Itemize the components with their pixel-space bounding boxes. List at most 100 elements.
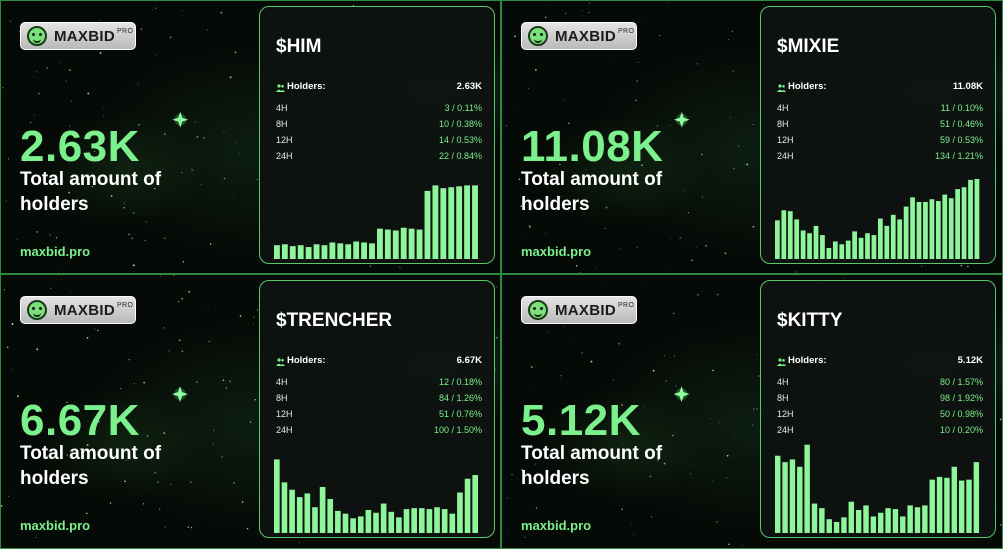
star <box>618 342 620 345</box>
star <box>36 231 38 233</box>
star <box>190 481 192 483</box>
users-icon <box>777 84 786 92</box>
star <box>138 123 140 126</box>
site-link[interactable]: maxbid.pro <box>521 244 592 259</box>
holders-bar <box>472 185 478 259</box>
interval-value: 51 / 0.76% <box>438 409 482 419</box>
star <box>568 122 570 124</box>
holders-bar <box>457 492 463 533</box>
star <box>716 521 718 523</box>
star <box>109 502 112 504</box>
token-ticker: $TRENCHER <box>276 310 393 331</box>
total-holders-value: 6.67K <box>20 396 140 445</box>
star <box>19 31 21 33</box>
star <box>524 536 526 538</box>
star <box>546 4 547 6</box>
interval-value: 11 / 0.10% <box>940 103 983 113</box>
star <box>155 55 157 57</box>
star <box>35 536 37 538</box>
star <box>103 108 105 109</box>
holders-bar <box>787 211 793 259</box>
star <box>239 315 242 317</box>
holders-bar <box>966 479 972 533</box>
star <box>716 293 719 296</box>
interval-value: 80 / 1.57% <box>939 377 983 387</box>
star <box>535 507 538 509</box>
interval-label: 4H <box>276 377 288 387</box>
star <box>559 163 561 166</box>
star <box>695 247 697 249</box>
star <box>999 418 1002 421</box>
holders-value: 5.12K <box>957 355 983 366</box>
star <box>697 294 699 296</box>
interval-row: 8H 84 / 1.26% <box>276 393 482 409</box>
star <box>657 458 659 461</box>
star <box>60 269 62 270</box>
star <box>213 429 215 432</box>
star <box>728 543 730 546</box>
holders-bar-chart <box>274 459 479 533</box>
star <box>157 481 159 483</box>
star <box>207 308 209 310</box>
star <box>522 235 524 237</box>
star <box>621 508 623 511</box>
holders-bar <box>855 510 862 533</box>
interval-label: 8H <box>276 393 288 403</box>
star <box>553 430 555 432</box>
star <box>572 338 574 340</box>
interval-row: 4H 12 / 0.18% <box>276 377 482 393</box>
star <box>560 374 562 377</box>
interval-label: 12H <box>276 135 293 145</box>
holders-bar <box>329 242 336 259</box>
star <box>996 173 997 175</box>
holders-bar <box>800 230 806 259</box>
site-link[interactable]: maxbid.pro <box>20 518 91 533</box>
star <box>257 297 259 298</box>
star <box>496 286 497 288</box>
star <box>188 290 191 293</box>
token-ticker: $HIM <box>276 36 322 57</box>
star <box>229 380 231 383</box>
star <box>154 471 156 474</box>
star <box>49 234 51 236</box>
token-card: $HIM Holders: 2.63K 4H 3 / 0.11% 8H 10 / 0… <box>259 6 495 264</box>
star <box>642 281 643 282</box>
holders-bar <box>464 185 471 259</box>
star <box>56 457 58 459</box>
interval-row: 4H 3 / 0.11% <box>276 103 482 119</box>
star <box>85 512 88 515</box>
holders-bar <box>885 508 891 533</box>
star <box>620 403 623 406</box>
star <box>705 245 707 247</box>
holders-bar <box>416 229 423 259</box>
total-holders-value: 5.12K <box>521 396 641 445</box>
star <box>758 485 760 487</box>
star <box>250 421 252 423</box>
total-holders-caption: Total amount of holders <box>20 169 162 215</box>
star <box>641 164 643 167</box>
star <box>194 121 196 123</box>
holders-bar <box>884 225 890 259</box>
star <box>605 286 607 288</box>
holders-bar <box>789 459 796 533</box>
holders-label: Holders: <box>287 355 326 366</box>
sparkle-star <box>172 386 188 403</box>
holders-bar <box>820 235 825 259</box>
star <box>545 16 547 18</box>
star <box>173 275 175 276</box>
star <box>87 92 90 95</box>
smiley-face-icon <box>528 26 548 46</box>
logo-brand: MAXBID <box>54 301 115 319</box>
star <box>637 61 639 63</box>
interval-value: 98 / 1.92% <box>939 393 983 403</box>
star <box>633 534 635 535</box>
site-link[interactable]: maxbid.pro <box>20 244 91 259</box>
holders-bar <box>951 466 958 533</box>
site-link[interactable]: maxbid.pro <box>521 518 592 533</box>
sparkle-star <box>172 111 189 128</box>
star <box>752 124 754 125</box>
star <box>746 163 749 166</box>
star <box>86 336 89 339</box>
star <box>206 29 208 31</box>
holders-bar <box>384 229 391 259</box>
